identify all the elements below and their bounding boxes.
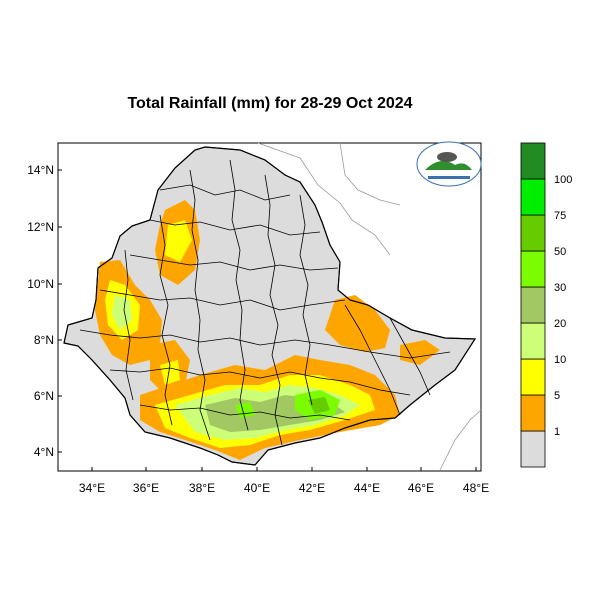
legend-label: 20	[554, 318, 566, 330]
country-outline	[63, 146, 477, 466]
legend-swatch	[520, 286, 546, 324]
ethiopian-meteorology-logo	[416, 141, 482, 187]
legend-swatch	[520, 430, 546, 468]
legend-label: 100	[554, 174, 572, 186]
legend-label: 1	[554, 426, 560, 438]
legend-swatch	[520, 250, 546, 288]
lon-tick-label: 48°E	[463, 481, 489, 495]
legend-swatch	[520, 178, 546, 216]
legend-swatch	[520, 322, 546, 360]
lat-tick-label: 4°N	[34, 445, 54, 459]
lat-tick-label: 10°N	[27, 277, 54, 291]
legend-swatch	[520, 358, 546, 396]
lat-axis: 14°N 12°N 10°N 8°N 6°N 4°N	[27, 163, 54, 459]
legend-label: 30	[554, 282, 566, 294]
lon-tick-label: 40°E	[244, 481, 270, 495]
admin-boundaries	[79, 159, 451, 446]
lat-tick-label: 8°N	[34, 333, 54, 347]
lon-tick-label: 34°E	[79, 481, 105, 495]
lon-tick-label: 38°E	[189, 481, 215, 495]
legend-label: 50	[554, 246, 566, 258]
rain-75mm-zones	[308, 397, 330, 414]
legend-swatch	[520, 394, 546, 432]
lat-tick-label: 12°N	[27, 220, 54, 234]
map-title: Total Rainfall (mm) for 28-29 Oct 2024	[127, 95, 413, 112]
lon-tick-label: 36°E	[133, 481, 159, 495]
legend-swatch	[520, 142, 546, 180]
legend-label: 10	[554, 354, 566, 366]
lat-tick-label: 14°N	[27, 163, 54, 177]
legend-label: 5	[554, 390, 560, 402]
lon-tick-label: 44°E	[354, 481, 380, 495]
lon-tick-label: 46°E	[408, 481, 434, 495]
lat-tick-label: 6°N	[34, 389, 54, 403]
color-legend: 1 5 10 20 30 50 75 100	[520, 142, 572, 468]
map-panel	[57, 141, 482, 472]
legend-label: 75	[554, 210, 566, 222]
lon-tick-label: 42°E	[299, 481, 325, 495]
lon-axis: 34°E 36°E 38°E 40°E 42°E 44°E 46°E 48°E	[79, 481, 489, 495]
legend-swatch	[520, 214, 546, 252]
